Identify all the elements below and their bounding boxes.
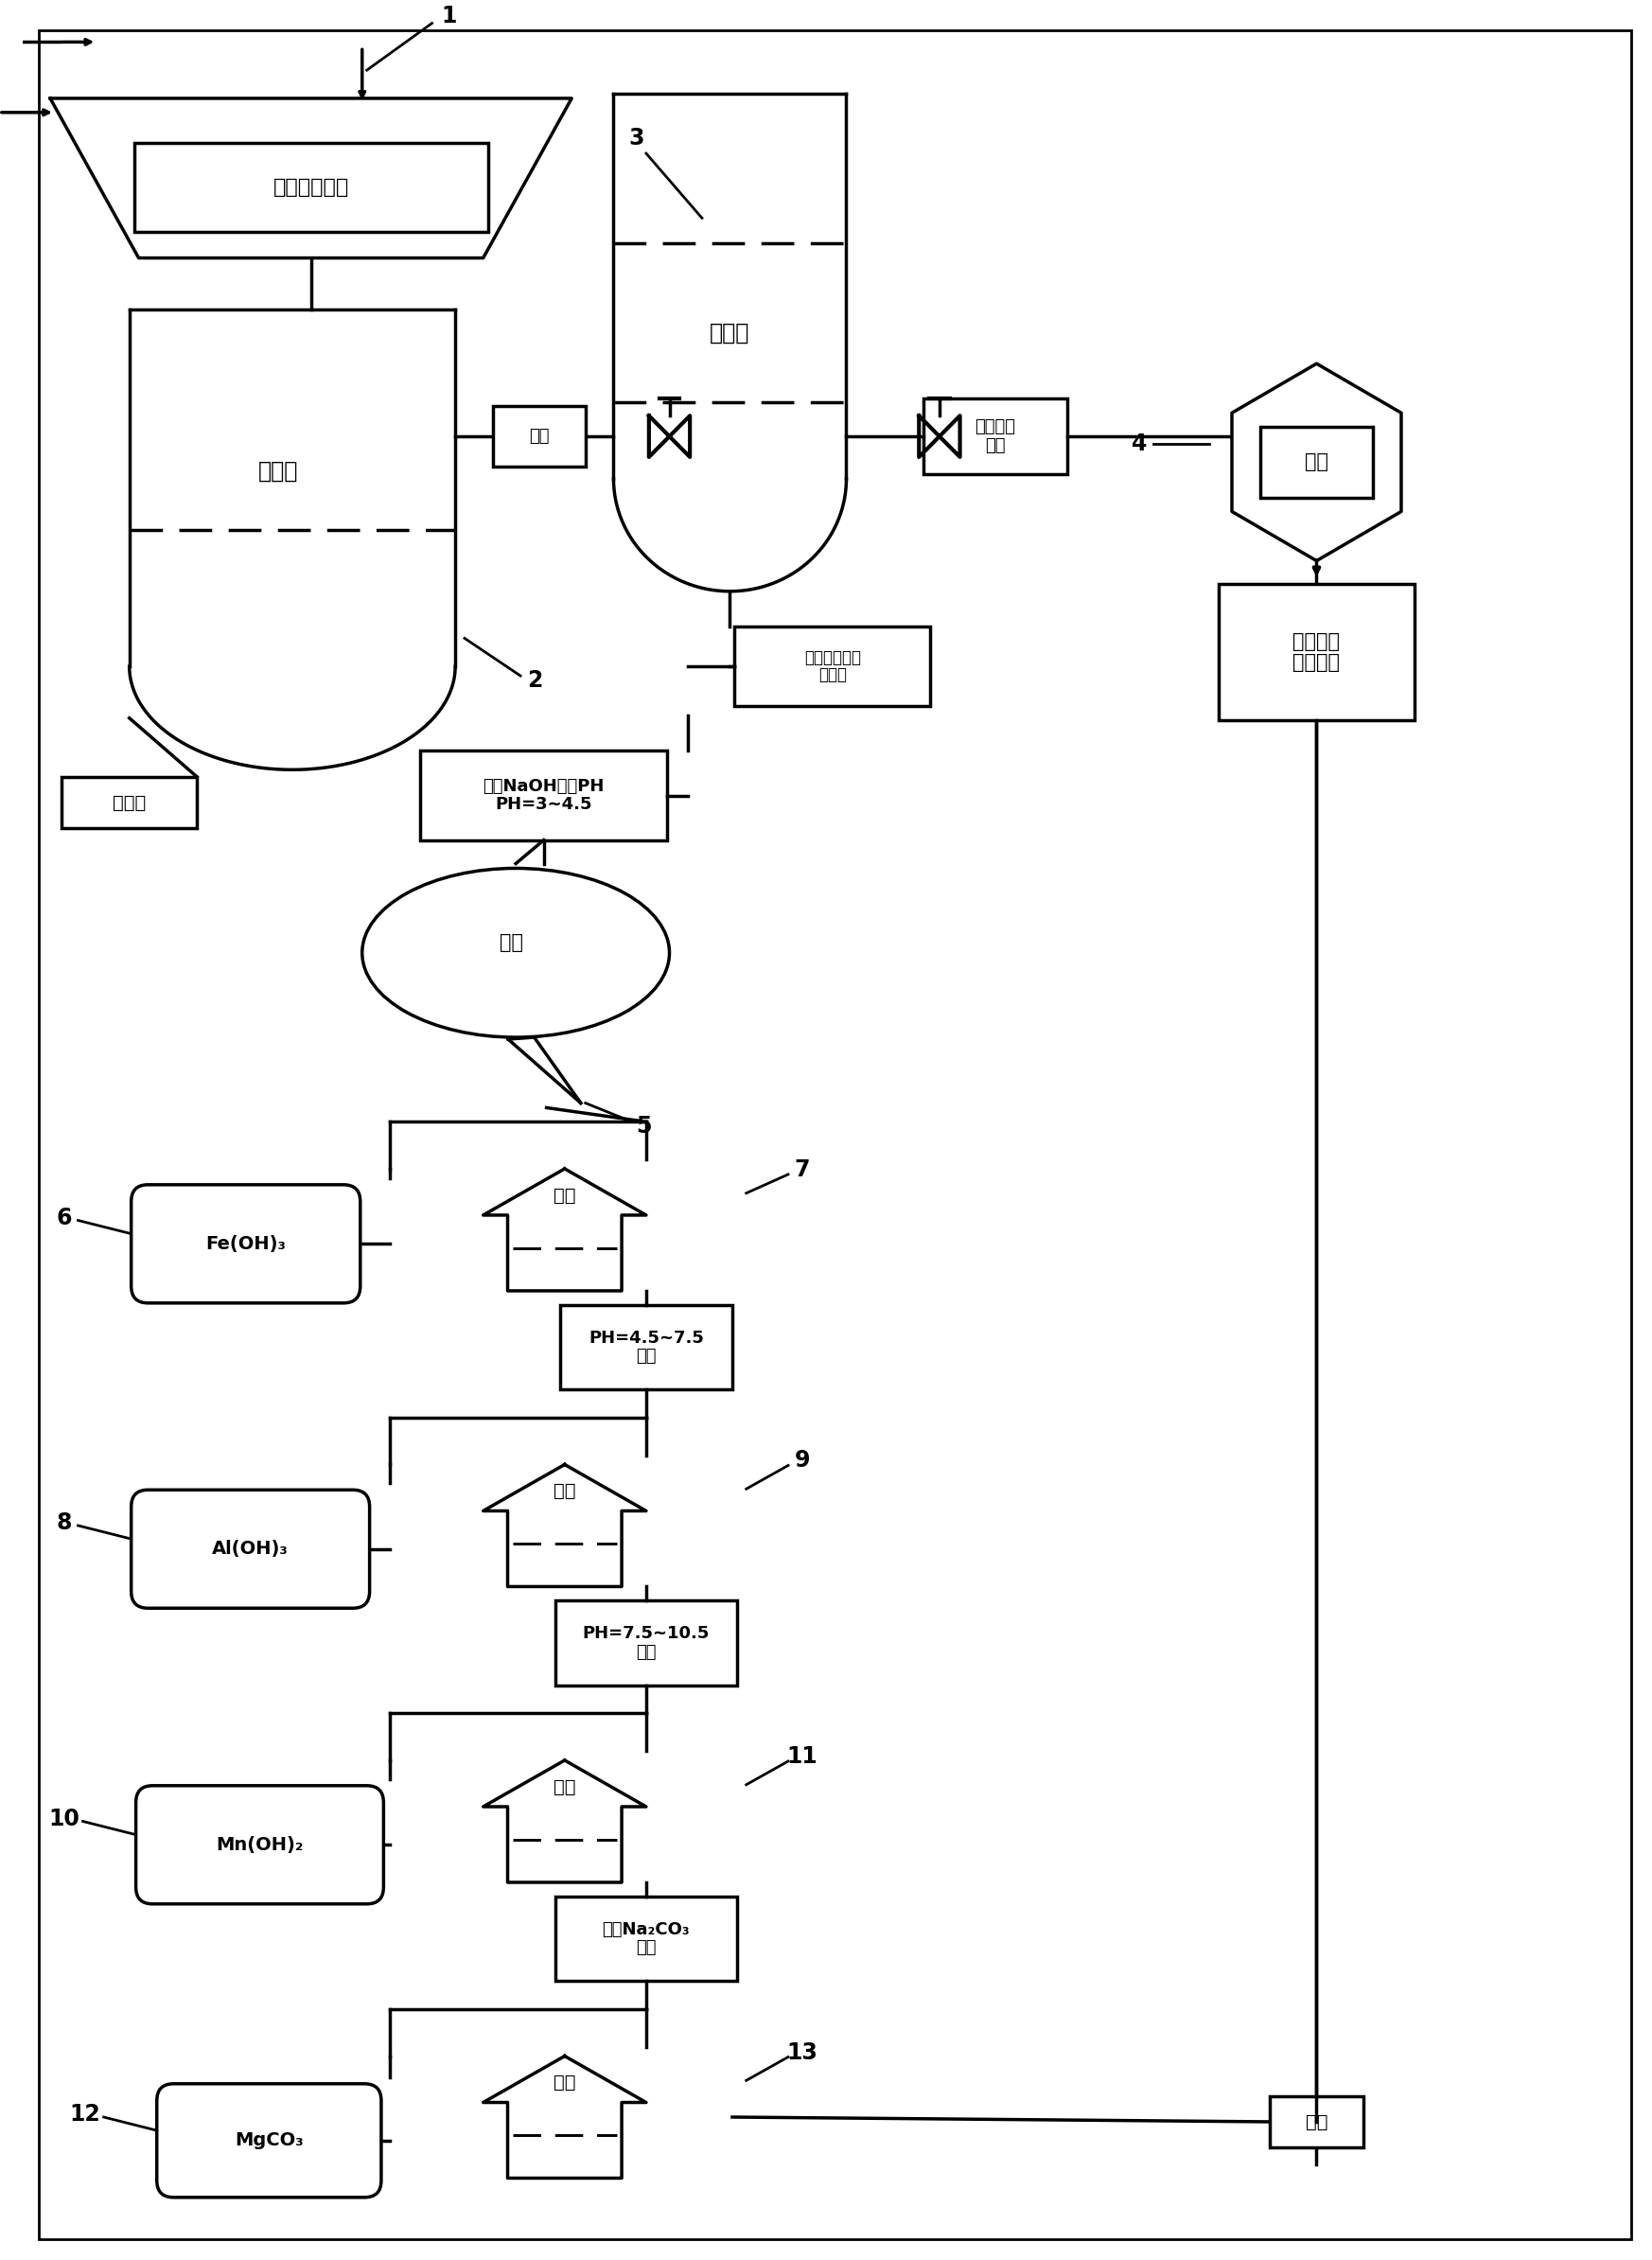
Text: 滤液: 滤液: [553, 1779, 577, 1797]
Text: 过滤: 过滤: [636, 1347, 656, 1365]
Bar: [560, 1304, 732, 1390]
Bar: [735, 626, 930, 707]
Bar: [134, 142, 487, 233]
Text: 过滤: 过滤: [636, 1643, 656, 1661]
Bar: [1219, 585, 1414, 721]
Text: 4: 4: [1132, 432, 1148, 454]
Text: 9: 9: [795, 1449, 809, 1471]
Text: 滤液: 滤液: [553, 1483, 577, 1501]
Text: 滤液: 滤液: [553, 2075, 577, 2093]
Bar: [1270, 2095, 1363, 2147]
Text: 浓缩液: 浓缩液: [818, 667, 846, 683]
Text: 6: 6: [56, 1207, 73, 1229]
Polygon shape: [482, 1464, 646, 1587]
Text: 过滤: 过滤: [636, 1939, 656, 1957]
Text: 陶瓷膜: 陶瓷膜: [258, 459, 299, 481]
Text: PH=3~4.5: PH=3~4.5: [496, 796, 591, 814]
FancyBboxPatch shape: [131, 1489, 370, 1609]
Text: 滤液: 滤液: [529, 427, 548, 445]
FancyBboxPatch shape: [131, 1184, 360, 1304]
Text: 固液水: 固液水: [112, 793, 145, 811]
Text: PH=7.5~10.5: PH=7.5~10.5: [583, 1625, 710, 1643]
Bar: [555, 1600, 737, 1686]
Bar: [923, 398, 1067, 475]
Text: 二、三价离子: 二、三价离子: [805, 649, 861, 667]
Text: 11: 11: [786, 1745, 818, 1767]
Text: 8: 8: [56, 1512, 73, 1535]
Polygon shape: [482, 1761, 646, 1883]
Text: 3: 3: [629, 127, 644, 149]
Bar: [61, 777, 197, 829]
Text: 锂云母浸出液: 锂云母浸出液: [273, 179, 349, 197]
Text: 1: 1: [441, 5, 456, 27]
Text: 清液: 清液: [1305, 2113, 1328, 2131]
Polygon shape: [482, 1168, 646, 1290]
FancyBboxPatch shape: [135, 1785, 383, 1903]
Text: 7: 7: [795, 1159, 809, 1182]
Text: 通过传统: 通过传统: [1294, 633, 1340, 651]
Text: 过滤: 过滤: [499, 933, 524, 951]
Text: 5: 5: [636, 1114, 653, 1137]
Polygon shape: [482, 2057, 646, 2179]
Text: 纳滤膜: 纳滤膜: [710, 321, 750, 344]
Text: 方法沉锂: 方法沉锂: [1294, 653, 1340, 673]
Bar: [1260, 427, 1373, 497]
Text: 10: 10: [48, 1808, 79, 1831]
Text: 12: 12: [69, 2102, 101, 2127]
Text: 通过NaOH调节PH: 通过NaOH调节PH: [482, 777, 605, 796]
Text: Mn(OH)₂: Mn(OH)₂: [216, 1835, 304, 1853]
Text: MgCO₃: MgCO₃: [235, 2131, 304, 2149]
Text: 13: 13: [786, 2041, 818, 2063]
Ellipse shape: [362, 868, 669, 1037]
FancyBboxPatch shape: [157, 2084, 382, 2197]
Text: 2: 2: [527, 669, 542, 692]
Text: 一价离子: 一价离子: [975, 418, 1016, 436]
Bar: [420, 750, 667, 841]
Text: PH=4.5~7.5: PH=4.5~7.5: [588, 1329, 704, 1347]
Text: Fe(OH)₃: Fe(OH)₃: [205, 1234, 286, 1252]
Text: 滤液: 滤液: [553, 1186, 577, 1205]
Bar: [492, 407, 585, 468]
Text: 加入Na₂CO₃: 加入Na₂CO₃: [603, 1921, 691, 1939]
Polygon shape: [1232, 364, 1401, 560]
Bar: [555, 1896, 737, 1982]
Text: 锂盐: 锂盐: [1305, 452, 1328, 472]
Text: 清液: 清液: [985, 436, 1006, 454]
Text: Al(OH)₃: Al(OH)₃: [211, 1539, 289, 1557]
